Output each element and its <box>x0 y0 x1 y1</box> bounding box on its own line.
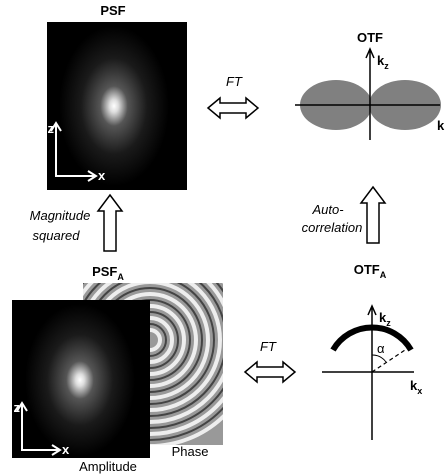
axis-label: z <box>14 400 21 415</box>
sub: x <box>417 386 422 396</box>
caption: squared <box>33 228 81 243</box>
amplitude-label: Amplitude <box>79 459 137 474</box>
angle-label: α <box>377 341 385 356</box>
base: PSF <box>92 264 117 279</box>
ft-label: FT <box>226 74 243 89</box>
otf-title: OTF <box>357 30 383 45</box>
double-arrow <box>208 98 258 118</box>
sub: z <box>384 61 389 71</box>
angle-arc <box>372 355 386 362</box>
psfa-title: PSFA <box>92 264 124 282</box>
page: {"top": {"psf": {"title": "PSF", "axis_z… <box>0 0 448 474</box>
axis-label: x <box>98 168 106 183</box>
axis-label: kx <box>410 378 422 396</box>
psf-spot <box>25 304 135 456</box>
axis-label: z <box>48 121 55 136</box>
caption: Auto- <box>311 202 344 217</box>
base: OTF <box>354 262 380 277</box>
axis-label: x <box>62 442 70 457</box>
axis-label: kz <box>377 53 389 71</box>
psf-spot <box>59 26 169 186</box>
sub: z <box>386 318 391 328</box>
up-arrow <box>361 187 385 243</box>
psf-title: PSF <box>100 3 125 18</box>
diagram: PSF z x FT OTF kz k Magnitude squared Au… <box>0 0 448 474</box>
sub: A <box>380 270 387 280</box>
sub: A <box>117 272 124 282</box>
otfa-title: OTFA <box>354 262 387 280</box>
phase-label: Phase <box>172 444 209 459</box>
caption: correlation <box>302 220 363 235</box>
axis-label: k <box>437 118 445 133</box>
caption: Magnitude <box>30 208 91 223</box>
ft-label: FT <box>260 339 277 354</box>
double-arrow <box>245 362 295 382</box>
up-arrow <box>98 195 122 251</box>
